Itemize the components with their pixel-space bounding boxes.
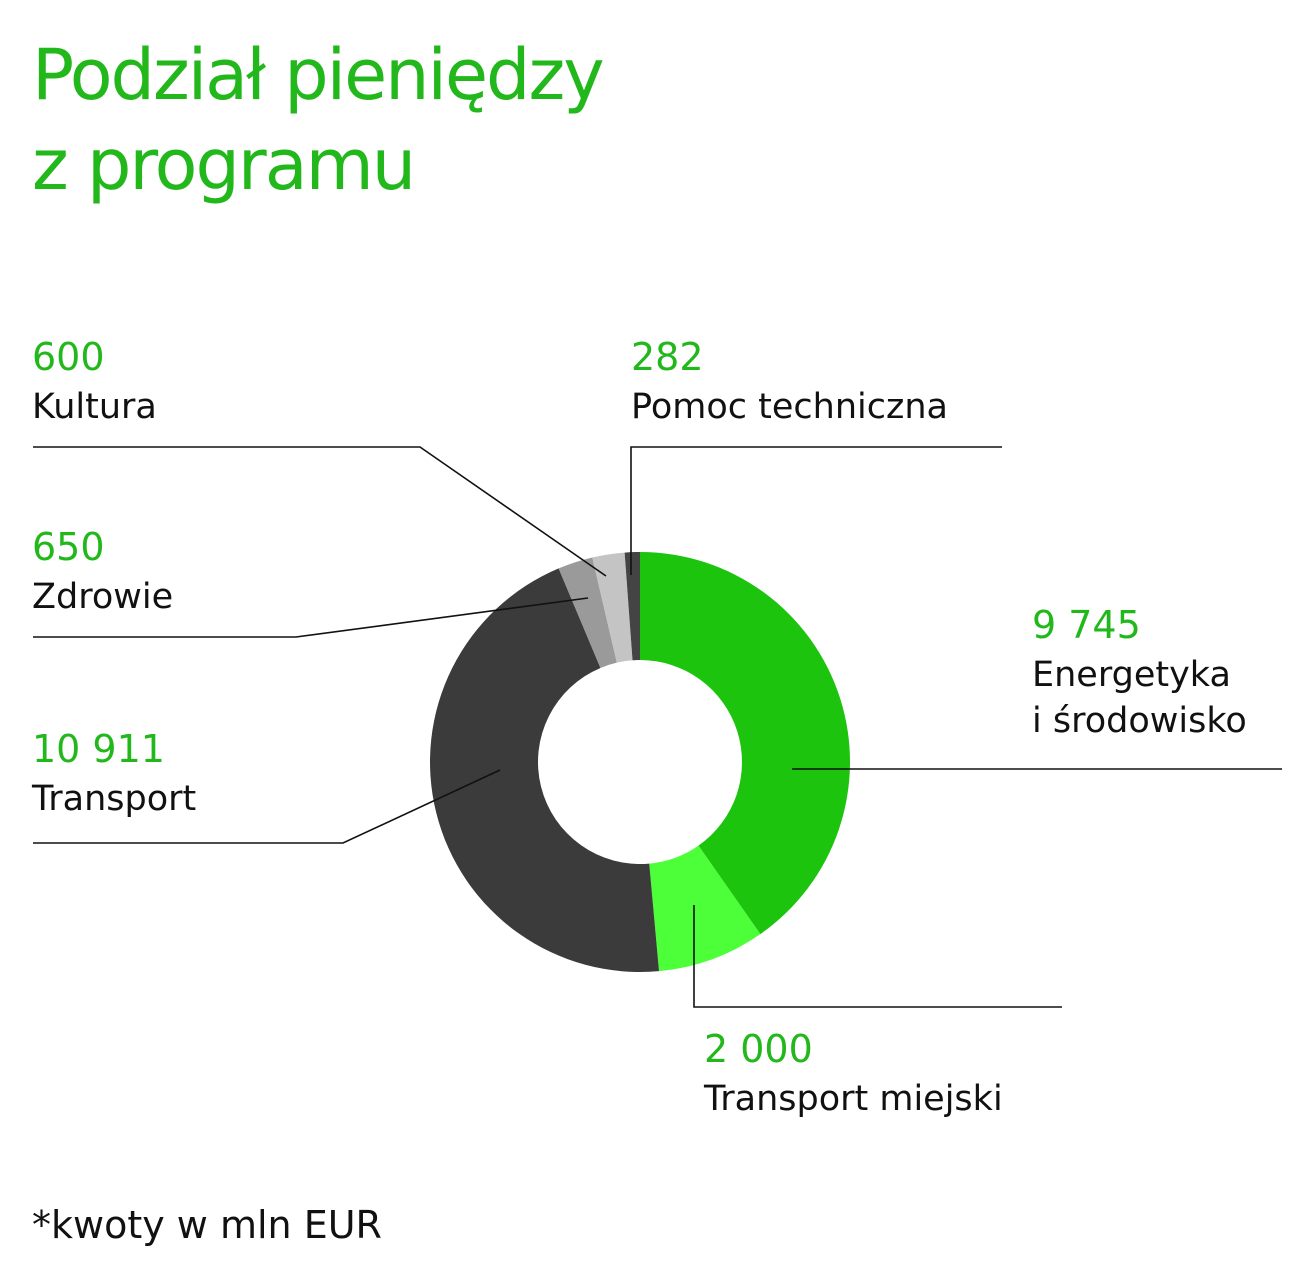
title-line-2: z programu xyxy=(32,124,416,206)
label-kultura: 600 Kultura xyxy=(32,330,157,430)
label-pomoc-techniczna: 282 Pomoc techniczna xyxy=(631,330,948,430)
name-energetyka-line-2: i środowisko xyxy=(1032,701,1247,741)
label-energetyka: 9 745 Energetyka i środowisko xyxy=(1032,598,1247,744)
slice-6 xyxy=(624,552,640,661)
value-kultura: 600 xyxy=(32,335,105,379)
leader-line-zdrowie xyxy=(33,597,589,638)
leader-line-transport-miejski xyxy=(693,905,1062,1008)
slice-5 xyxy=(592,552,633,663)
name-pomoc-techniczna: Pomoc techniczna xyxy=(631,387,948,427)
name-energetyka-line-1: Energetyka xyxy=(1032,655,1231,695)
value-transport: 10 911 xyxy=(32,727,165,771)
label-transport: 10 911 Transport xyxy=(32,722,196,822)
name-transport: Transport xyxy=(32,779,197,819)
leader-line-kultura xyxy=(33,446,607,577)
slice-1 xyxy=(640,552,850,935)
label-zdrowie: 650 Zdrowie xyxy=(32,520,173,620)
value-zdrowie: 650 xyxy=(32,525,105,569)
value-pomoc-techniczna: 282 xyxy=(631,335,704,379)
slice-3 xyxy=(429,568,660,972)
chart-title: Podział pieniędzy z programu xyxy=(32,30,605,210)
slice-2 xyxy=(649,845,761,972)
slice-4 xyxy=(558,557,617,668)
footnote: *kwoty w mln EUR xyxy=(32,1203,382,1247)
leader-line-transport xyxy=(33,769,501,844)
leader-lines xyxy=(33,446,1282,1008)
value-energetyka: 9 745 xyxy=(1032,603,1141,647)
name-kultura: Kultura xyxy=(32,387,157,427)
label-transport-miejski: 2 000 Transport miejski xyxy=(704,1022,1003,1122)
name-transport-miejski: Transport miejski xyxy=(704,1079,1003,1119)
title-line-1: Podział pieniędzy xyxy=(32,34,605,116)
donut-slices xyxy=(429,552,850,972)
name-zdrowie: Zdrowie xyxy=(32,577,174,617)
leader-line-pomoc xyxy=(630,446,1002,575)
value-transport-miejski: 2 000 xyxy=(704,1027,813,1071)
